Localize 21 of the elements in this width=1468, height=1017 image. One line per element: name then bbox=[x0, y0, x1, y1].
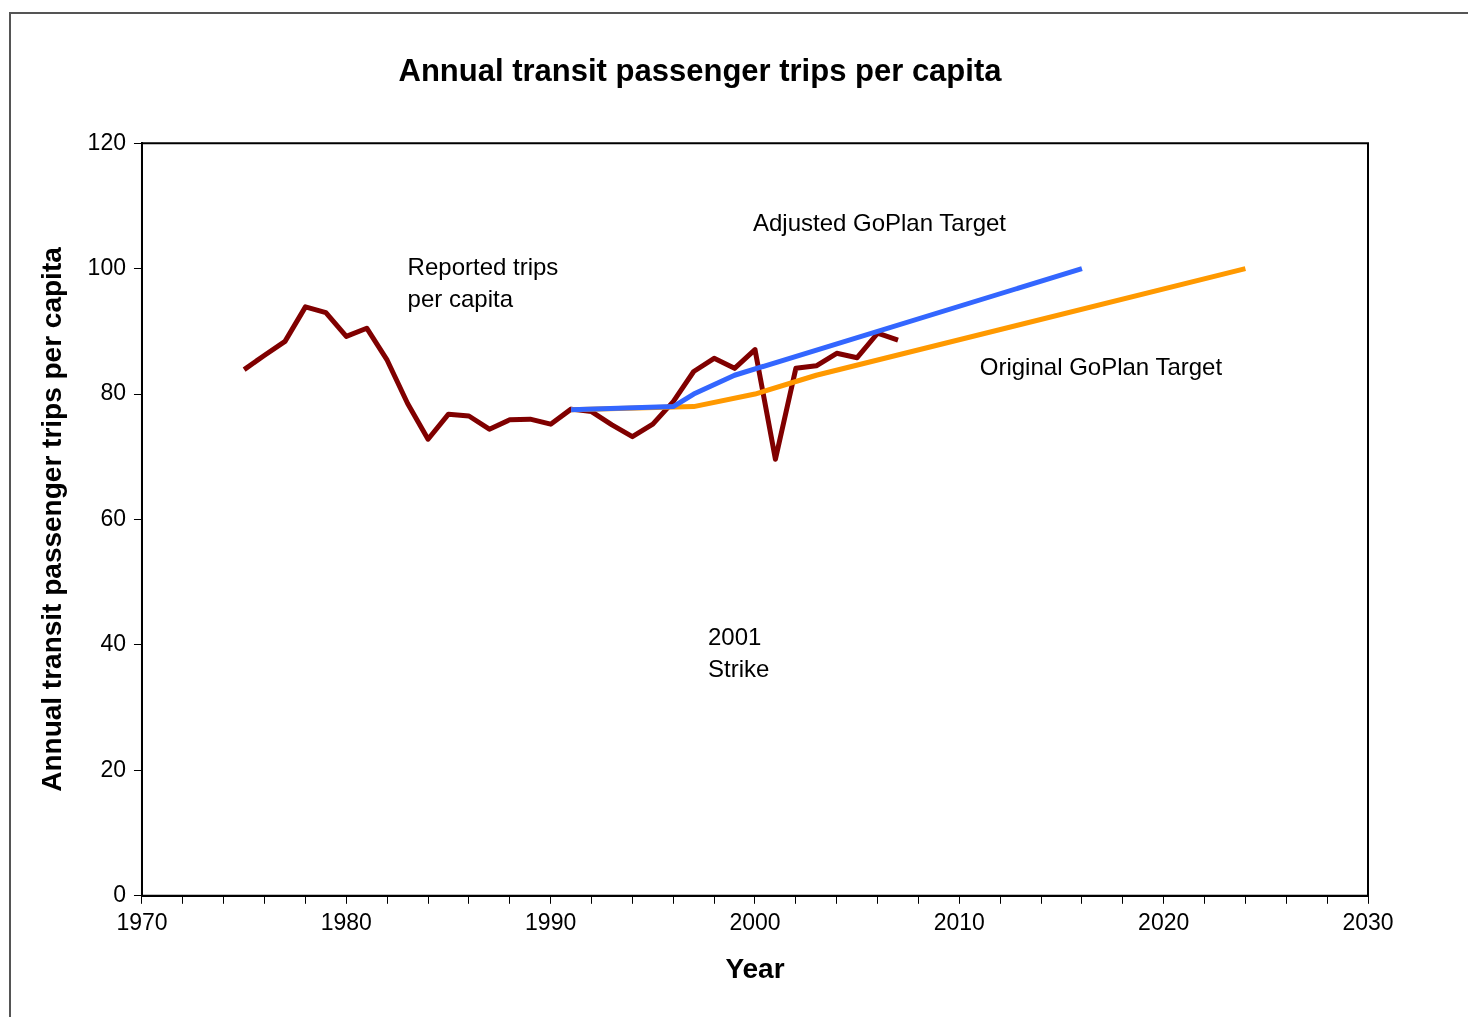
x-tick-label: 2030 bbox=[1342, 908, 1394, 935]
x-tick-label: 1980 bbox=[320, 908, 372, 935]
x-tick-label: 1990 bbox=[525, 908, 577, 935]
x-tick-label: 2020 bbox=[1138, 908, 1190, 935]
x-axis-title: Year bbox=[725, 952, 785, 984]
y-tick-label: 60 bbox=[100, 504, 126, 531]
y-tick-label: 120 bbox=[87, 128, 126, 155]
x-tick-label: 2000 bbox=[729, 908, 781, 935]
series-label: Original GoPlan Target bbox=[979, 353, 1223, 381]
chart-title: Annual transit passenger trips per capita bbox=[398, 53, 1003, 89]
y-tick-label: 20 bbox=[100, 755, 126, 782]
y-tick-label: 80 bbox=[100, 379, 126, 406]
y-tick-label: 40 bbox=[100, 630, 126, 657]
series-label: Reported trips per capita bbox=[407, 252, 559, 312]
annotation: 2001 Strike bbox=[707, 622, 770, 682]
text: Adjusted GoPlan Target bbox=[752, 208, 1007, 236]
y-tick-label: 100 bbox=[87, 253, 126, 280]
x-tick-label: 2010 bbox=[933, 908, 985, 935]
y-axis-title: Annual transit passenger trips per capita bbox=[35, 246, 67, 792]
x-tick-label: 1970 bbox=[116, 908, 168, 935]
y-tick-label: 0 bbox=[113, 881, 126, 908]
